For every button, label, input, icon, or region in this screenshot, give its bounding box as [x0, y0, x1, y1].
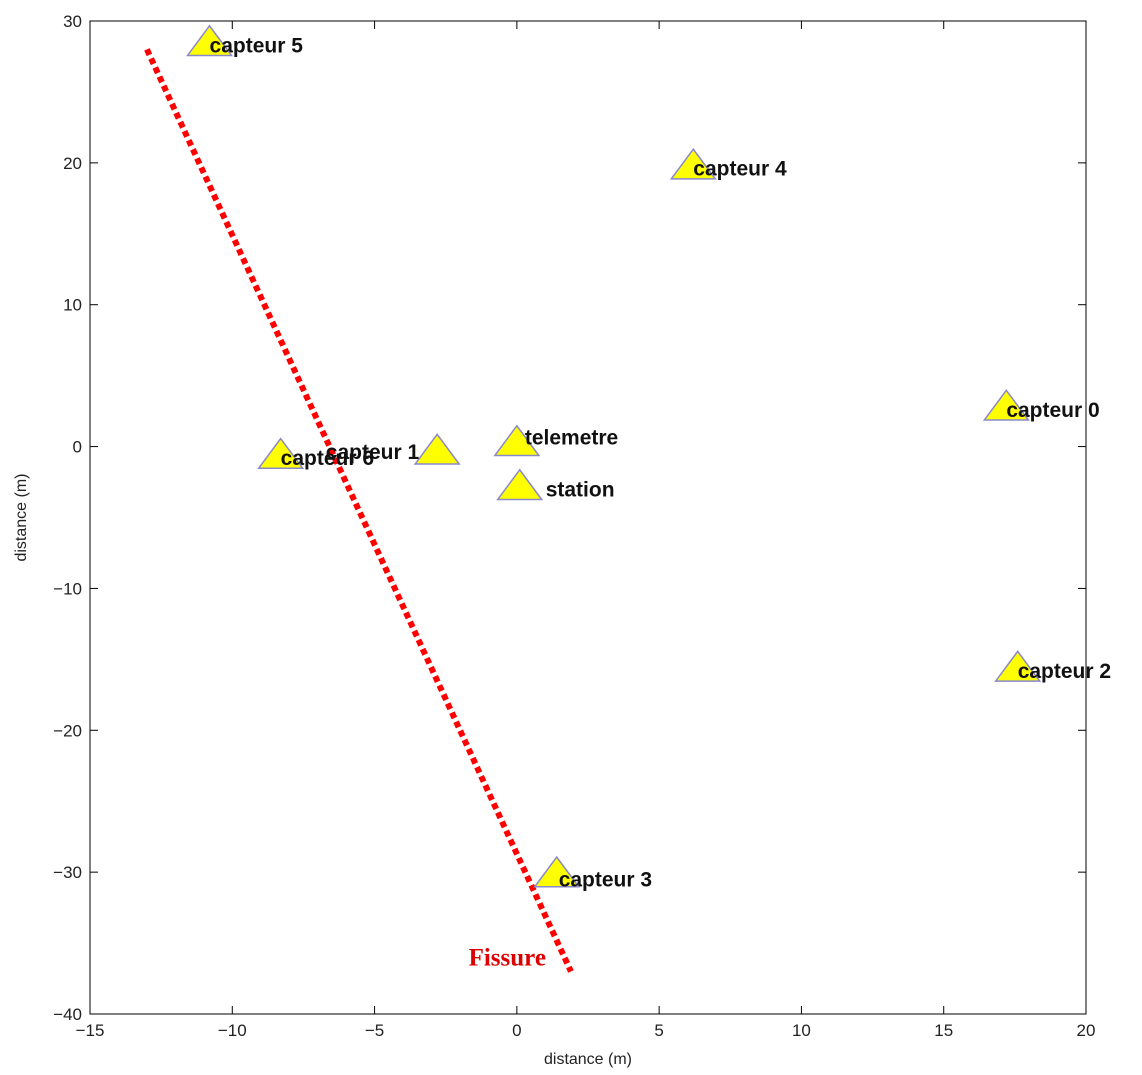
- point-marker: [493, 424, 541, 457]
- point-label: capteur 0: [1006, 399, 1099, 422]
- point-label: telemetre: [525, 426, 618, 449]
- point-marker: [533, 855, 581, 888]
- point-marker: [994, 650, 1042, 682]
- y-axis-label: distance (m): [13, 473, 30, 561]
- x-tick-label: 15: [934, 1021, 953, 1040]
- point-marker: [257, 437, 305, 470]
- point-label: capteur 1: [326, 441, 420, 464]
- x-tick-label: 20: [1077, 1021, 1096, 1040]
- point-marker: [669, 147, 717, 180]
- point-label: capteur 3: [559, 869, 652, 892]
- point-marker: [982, 389, 1030, 421]
- point-marker: [496, 468, 544, 501]
- x-axis-label: distance (m): [544, 1051, 632, 1068]
- point-label: capteur 6: [281, 447, 374, 470]
- fissure-group: Fissure: [144, 48, 574, 973]
- y-tick-label: 30: [63, 12, 82, 31]
- y-tick-label: 10: [63, 296, 82, 315]
- x-tick-label: 5: [654, 1021, 663, 1040]
- y-tick-label: −10: [53, 579, 82, 598]
- point-label: capteur 4: [693, 158, 787, 181]
- x-tick-label: −15: [76, 1021, 105, 1040]
- y-tick-label: 20: [63, 154, 82, 173]
- points-group: capteur 5 capteur 4 capteur 0 capteur 1 tele…: [186, 24, 1111, 892]
- fissure-line: [144, 48, 574, 973]
- x-tick-label: 0: [512, 1021, 521, 1040]
- y-tick-label: −40: [53, 1005, 82, 1024]
- point-label: capteur 5: [210, 34, 304, 57]
- plot-area: [89, 20, 1087, 1015]
- fissure-label: Fissure: [469, 944, 546, 971]
- x-axis-ticks: −15 −10 −5 0 5 10 15 20: [76, 21, 1096, 1040]
- point-marker: [413, 433, 461, 465]
- y-tick-label: −20: [53, 721, 82, 740]
- y-tick-label: −30: [53, 863, 82, 882]
- point-marker: [186, 24, 234, 57]
- y-tick-label: 0: [73, 438, 82, 457]
- y-axis-ticks: −40 −30 −20 −10 0 10 20 30: [53, 12, 1086, 1024]
- point-label: capteur 2: [1018, 660, 1111, 683]
- point-label: station: [546, 478, 615, 501]
- x-tick-label: −5: [365, 1021, 384, 1040]
- x-tick-label: 10: [792, 1021, 811, 1040]
- x-tick-label: −10: [218, 1021, 247, 1040]
